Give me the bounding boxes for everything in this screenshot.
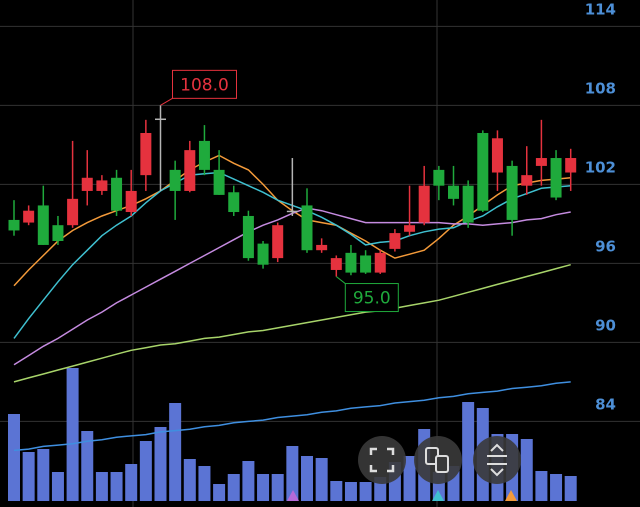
candle-body <box>184 150 196 191</box>
candle-body <box>521 175 533 186</box>
annotation-label: 95.0 <box>353 289 391 309</box>
moving-average-line <box>13 263 571 383</box>
volume-bar <box>37 449 50 501</box>
candle-body <box>67 198 79 226</box>
annotation-leader <box>335 276 346 284</box>
candle-body <box>565 158 577 173</box>
candle-body <box>535 158 547 166</box>
volume-bar <box>462 402 475 501</box>
candle-body <box>374 252 386 273</box>
switch-button[interactable] <box>414 436 462 484</box>
y-tick-label: 84 <box>595 395 616 413</box>
candle-body <box>213 169 225 195</box>
candle-body <box>37 205 49 245</box>
candle-body <box>96 180 108 191</box>
candle-body <box>448 185 459 199</box>
annotations: 108.0 95.0 <box>160 69 399 313</box>
volume-bar <box>359 482 372 501</box>
moving-average-line <box>13 381 571 452</box>
candle-body <box>52 225 64 241</box>
candle-body <box>125 190 137 213</box>
volume-bar <box>169 403 182 501</box>
volume-bar <box>315 458 328 501</box>
candle-body <box>228 192 240 213</box>
candle-body <box>111 177 123 211</box>
candle-body <box>345 252 357 273</box>
candle-body <box>389 233 401 249</box>
candle-body <box>272 225 284 259</box>
volume-bar <box>227 474 240 501</box>
volume-bar <box>110 472 123 501</box>
signal-marker <box>287 490 299 501</box>
signal-marker <box>505 490 517 501</box>
volume-bar <box>213 484 226 501</box>
candle-body <box>169 169 181 191</box>
candle-body <box>23 210 35 223</box>
candle-body <box>257 243 269 265</box>
volume-bar <box>330 481 343 501</box>
y-tick-label: 108 <box>585 79 616 97</box>
candle-body <box>330 258 342 270</box>
volume-bar <box>535 471 548 501</box>
candle-body <box>418 185 430 223</box>
volume-bar <box>550 474 563 501</box>
volume-bar <box>8 414 20 501</box>
y-tick-label: 102 <box>585 158 616 176</box>
y-axis: 114 108 102 96 90 84 <box>585 0 616 413</box>
candle-body <box>506 165 518 220</box>
volume-bar <box>564 476 577 501</box>
candle-body <box>140 133 152 176</box>
candles <box>8 105 577 277</box>
candle-body <box>316 244 328 251</box>
y-tick-label: 90 <box>595 316 616 334</box>
annotation-leader <box>160 97 173 106</box>
candle-body <box>550 158 562 198</box>
volume-bar <box>257 474 270 501</box>
volume-bar <box>51 472 64 501</box>
volume-bar <box>301 456 313 501</box>
volume-bar <box>271 474 284 501</box>
volume-bar <box>139 441 152 501</box>
y-tick-label: 96 <box>595 237 616 255</box>
volume-bar <box>198 466 211 501</box>
candle-body <box>404 225 416 232</box>
candle-body <box>360 255 372 273</box>
volume-bar <box>242 461 255 501</box>
annotation-box <box>172 69 237 99</box>
annotation-box <box>344 283 399 313</box>
volume-bar <box>520 439 533 501</box>
candle-body <box>462 185 474 223</box>
candle-body <box>433 169 445 186</box>
candle-body <box>491 138 503 173</box>
volume-bar <box>344 482 357 501</box>
volume-bar <box>81 431 94 501</box>
candle-body <box>198 140 210 170</box>
candle-body <box>242 215 254 259</box>
volume-bar <box>66 368 79 501</box>
y-tick-label: 114 <box>585 0 616 18</box>
candle-body <box>301 205 313 251</box>
candle-body <box>8 219 20 231</box>
fullscreen-button[interactable] <box>358 436 406 484</box>
volume-bar <box>95 472 108 501</box>
annotation-label: 108.0 <box>180 75 229 95</box>
volume-bar <box>154 427 167 501</box>
signal-marker <box>432 490 444 501</box>
volume-bar <box>22 452 35 501</box>
candle-body <box>81 177 93 191</box>
volume-bar <box>403 456 416 501</box>
candle-body <box>286 210 298 213</box>
candle-body <box>155 118 166 121</box>
volume-bar <box>125 464 138 501</box>
volume-bar <box>183 459 196 501</box>
candle-body <box>477 133 489 211</box>
adjust-button[interactable] <box>473 436 521 484</box>
volume-bar <box>286 446 299 501</box>
